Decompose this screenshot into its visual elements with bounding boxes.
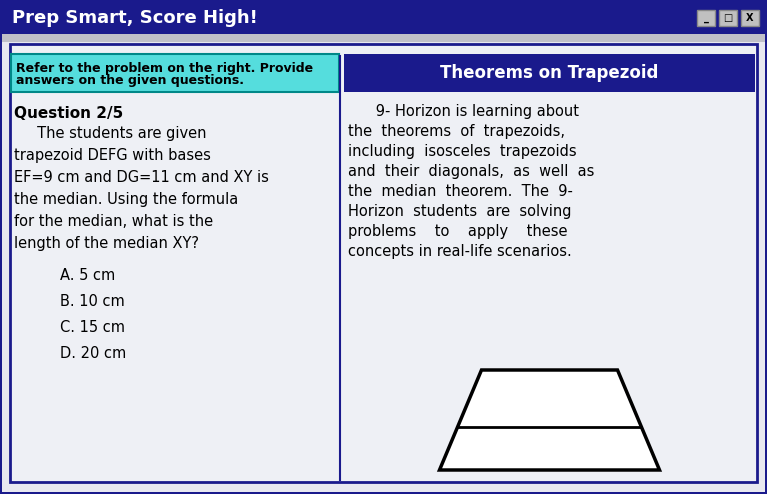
FancyBboxPatch shape: [2, 34, 765, 42]
Text: concepts in real-life scenarios.: concepts in real-life scenarios.: [348, 244, 571, 259]
Text: Refer to the problem on the right. Provide: Refer to the problem on the right. Provi…: [16, 63, 313, 76]
Text: and  their  diagonals,  as  well  as: and their diagonals, as well as: [348, 164, 594, 179]
FancyBboxPatch shape: [2, 2, 765, 34]
Text: B. 10 cm: B. 10 cm: [60, 294, 125, 309]
Text: problems    to    apply    these: problems to apply these: [348, 224, 568, 239]
Text: length of the median XY?: length of the median XY?: [14, 236, 199, 251]
FancyBboxPatch shape: [741, 10, 759, 26]
Text: trapezoid DEFG with bases: trapezoid DEFG with bases: [14, 148, 211, 163]
Text: X: X: [746, 13, 754, 23]
Text: the  theorems  of  trapezoids,: the theorems of trapezoids,: [348, 124, 565, 139]
Text: Prep Smart, Score High!: Prep Smart, Score High!: [12, 9, 258, 27]
Text: C. 15 cm: C. 15 cm: [60, 320, 125, 335]
FancyBboxPatch shape: [10, 44, 757, 482]
Text: the  median  theorem.  The  9-: the median theorem. The 9-: [348, 184, 573, 199]
FancyBboxPatch shape: [11, 54, 339, 92]
Text: 9- Horizon is learning about: 9- Horizon is learning about: [348, 104, 579, 119]
Text: for the median, what is the: for the median, what is the: [14, 214, 213, 229]
FancyBboxPatch shape: [2, 42, 765, 492]
Polygon shape: [439, 370, 660, 470]
Text: The students are given: The students are given: [14, 126, 206, 141]
Text: Horizon  students  are  solving: Horizon students are solving: [348, 204, 571, 219]
Text: □: □: [723, 13, 732, 23]
FancyBboxPatch shape: [344, 54, 755, 92]
FancyBboxPatch shape: [719, 10, 737, 26]
Text: Question 2/5: Question 2/5: [14, 106, 123, 121]
Text: including  isosceles  trapezoids: including isosceles trapezoids: [348, 144, 577, 159]
Text: Theorems on Trapezoid: Theorems on Trapezoid: [440, 64, 659, 82]
Text: D. 20 cm: D. 20 cm: [60, 346, 127, 361]
Text: _: _: [703, 13, 709, 23]
Text: answers on the given questions.: answers on the given questions.: [16, 75, 244, 87]
Text: the median. Using the formula: the median. Using the formula: [14, 192, 239, 207]
Text: EF=9 cm and DG=11 cm and XY is: EF=9 cm and DG=11 cm and XY is: [14, 170, 269, 185]
FancyBboxPatch shape: [697, 10, 715, 26]
Text: A. 5 cm: A. 5 cm: [60, 268, 115, 283]
